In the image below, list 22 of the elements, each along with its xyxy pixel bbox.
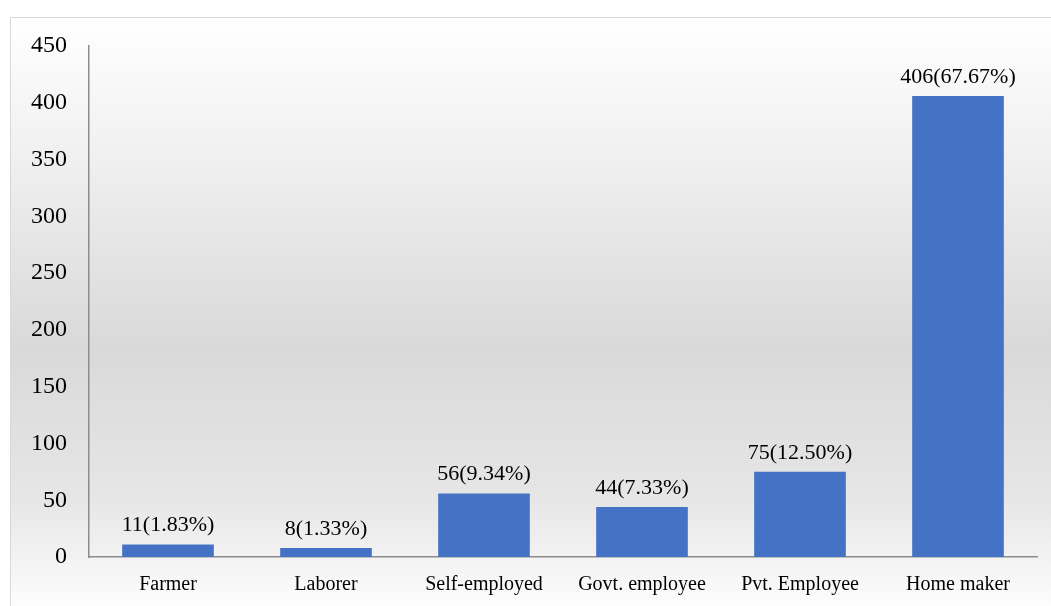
y-tick-label: 50 xyxy=(43,485,67,512)
data-label: 75(12.50%) xyxy=(747,438,853,464)
x-tick-label: Govt. employee xyxy=(578,572,706,596)
y-tick-label: 250 xyxy=(31,258,67,285)
data-label: 56(9.34%) xyxy=(437,460,531,486)
y-tick-label: 0 xyxy=(55,542,67,569)
y-tick-label: 450 xyxy=(31,31,67,58)
data-label: 8(1.33%) xyxy=(284,514,368,540)
data-label: 11(1.83%) xyxy=(121,511,215,537)
y-tick-label: 350 xyxy=(31,144,67,171)
x-tick-label: Home maker xyxy=(906,572,1011,595)
y-tick-label: 400 xyxy=(31,88,67,115)
data-label: 406(67.67%) xyxy=(900,62,1016,88)
y-tick-label: 300 xyxy=(31,201,67,228)
data-label: 44(7.33%) xyxy=(595,473,689,499)
y-tick-label: 150 xyxy=(31,371,67,398)
y-tick-label: 100 xyxy=(31,428,67,455)
y-tick-label: 200 xyxy=(31,315,67,342)
x-tick-label: Farmer xyxy=(139,572,198,595)
x-tick-label: Self-employed xyxy=(425,572,543,596)
x-tick-label: Pvt. Employee xyxy=(741,572,859,596)
x-tick-label: Laborer xyxy=(294,572,358,595)
